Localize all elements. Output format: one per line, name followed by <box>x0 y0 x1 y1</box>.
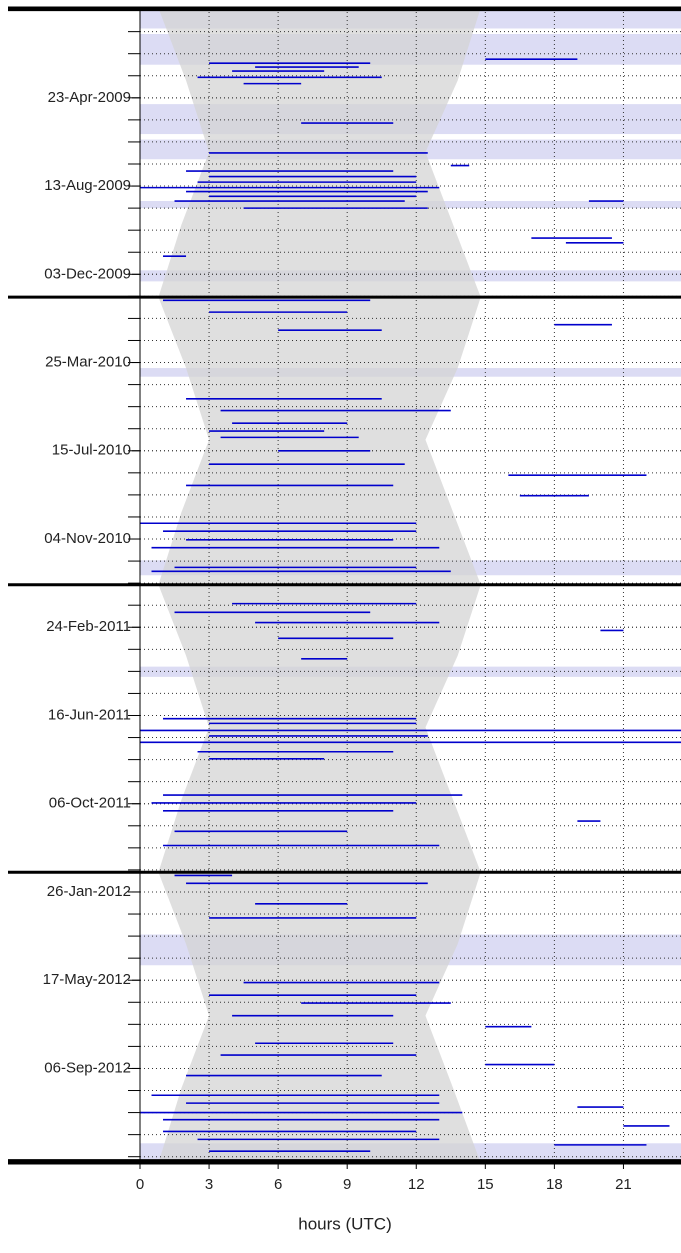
x-tick-label: 12 <box>408 1176 425 1193</box>
y-tick-label: 04-Nov-2010 <box>44 530 131 547</box>
y-tick-label: 24-Feb-2011 <box>46 618 131 635</box>
x-tick-label: 21 <box>615 1176 632 1193</box>
y-tick-label: 23-Apr-2009 <box>48 89 131 106</box>
y-tick-label: 25-Mar-2010 <box>45 354 131 371</box>
x-tick-label: 6 <box>274 1176 282 1193</box>
x-tick-label: 9 <box>343 1176 351 1193</box>
y-tick-label: 16-Jun-2011 <box>48 706 131 723</box>
y-tick-label: 17-May-2012 <box>43 971 131 988</box>
x-axis-label: hours (UTC) <box>298 1214 392 1233</box>
x-tick-label: 3 <box>205 1176 213 1193</box>
y-tick-label: 06-Oct-2011 <box>49 795 131 812</box>
y-tick-label: 06-Sep-2012 <box>44 1059 131 1076</box>
x-tick-label: 18 <box>546 1176 563 1193</box>
y-tick-label: 15-Jul-2010 <box>52 442 131 459</box>
y-tick-label: 13-Aug-2009 <box>44 177 131 194</box>
y-tick-label: 03-Dec-2009 <box>44 265 131 282</box>
x-tick-label: 0 <box>136 1176 144 1193</box>
y-tick-label: 26-Jan-2012 <box>47 883 131 900</box>
x-tick-label: 15 <box>477 1176 494 1193</box>
